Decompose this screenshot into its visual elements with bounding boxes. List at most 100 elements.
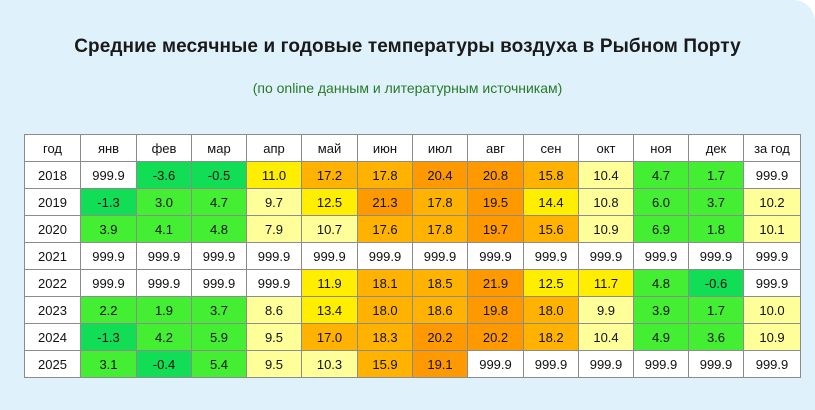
temperature-cell: 8.6 <box>246 296 302 324</box>
temperature-cell: 999.9 <box>246 242 302 270</box>
table-row: 2023 2.2 1.9 3.7 8.6 13.4 18.0 18.6 19.8 18.0 9.9 3… <box>24 296 801 324</box>
temperature-cell: 7.9 <box>246 215 302 243</box>
table-row: 2022 999.9 999.9 999.9 999.9 11.9 18.1 18.5 21.9… <box>24 269 801 297</box>
temperature-cell: 999.9 <box>688 350 744 378</box>
annual-temperature-cell: 10.2 <box>743 188 801 216</box>
temperature-cell: 10.7 <box>301 215 358 243</box>
temperature-cell: 3.6 <box>688 323 744 351</box>
temperature-cell: 999.9 <box>688 242 744 270</box>
temperature-cell: 999.9 <box>136 269 192 297</box>
temperature-cell: 5.9 <box>191 323 247 351</box>
annual-temperature-cell: 999.9 <box>743 350 801 378</box>
temperature-cell: 4.1 <box>136 215 192 243</box>
temperature-cell: 999.9 <box>523 350 579 378</box>
header-cell: фев <box>136 134 192 162</box>
temperature-cell: 19.8 <box>467 296 524 324</box>
temperature-cell: 4.7 <box>633 161 689 189</box>
temperature-cell: 12.5 <box>301 188 358 216</box>
temperature-cell: 4.9 <box>633 323 689 351</box>
temperature-cell: 17.8 <box>412 188 468 216</box>
year-cell: 2024 <box>24 323 81 351</box>
header-cell: дек <box>688 134 744 162</box>
temperature-cell: 999.9 <box>80 161 137 189</box>
temperature-cell: 17.6 <box>357 215 413 243</box>
table-row: 2020 3.9 4.1 4.8 7.9 10.7 17.6 17.8 19.7 15.6 10.9… <box>24 215 801 243</box>
temperature-cell: 1.7 <box>688 161 744 189</box>
temperature-cell: 4.8 <box>633 269 689 297</box>
temperature-cell: 3.9 <box>80 215 137 243</box>
temperature-cell: -1.3 <box>80 188 137 216</box>
page-subtitle: (по online данным и литературным источни… <box>252 80 563 96</box>
temperature-cell: 999.9 <box>523 242 579 270</box>
temperature-cell: 1.7 <box>688 296 744 324</box>
temperature-cell: 999.9 <box>136 242 192 270</box>
temperature-cell: 15.6 <box>523 215 579 243</box>
temperature-cell: 2.2 <box>80 296 137 324</box>
temperature-cell: 999.9 <box>578 242 634 270</box>
temperature-cell: 20.2 <box>412 323 468 351</box>
temperature-cell: 18.5 <box>412 269 468 297</box>
annual-temperature-cell: 999.9 <box>743 269 801 297</box>
header-cell: янв <box>80 134 137 162</box>
temperature-cell: 10.9 <box>578 215 634 243</box>
temperature-cell: 18.3 <box>357 323 413 351</box>
temperature-cell: 1.8 <box>688 215 744 243</box>
table-row: 2025 3.1 -0.4 5.4 9.5 10.3 15.9 19.1 999.9 999.9 9… <box>24 350 801 378</box>
temperature-cell: 9.7 <box>246 188 302 216</box>
temperature-cell: 3.1 <box>80 350 137 378</box>
year-cell: 2025 <box>24 350 81 378</box>
temperature-cell: 999.9 <box>191 242 247 270</box>
temperature-cell: 10.4 <box>578 323 634 351</box>
temperature-cell: 17.2 <box>301 161 358 189</box>
temperature-cell: 9.5 <box>246 323 302 351</box>
temperature-cell: 10.3 <box>301 350 358 378</box>
temperature-cell: 999.9 <box>467 242 524 270</box>
temperature-cell: 999.9 <box>357 242 413 270</box>
temperature-cell: 6.9 <box>633 215 689 243</box>
temperature-cell: 19.7 <box>467 215 524 243</box>
temperature-cell: 15.9 <box>357 350 413 378</box>
temperature-cell: 3.7 <box>191 296 247 324</box>
temperature-cell: -1.3 <box>80 323 137 351</box>
temperature-cell: 9.5 <box>246 350 302 378</box>
year-cell: 2019 <box>24 188 81 216</box>
temperature-cell: 13.4 <box>301 296 358 324</box>
temperature-cell: 17.8 <box>412 215 468 243</box>
annual-temperature-cell: 10.9 <box>743 323 801 351</box>
temperature-cell: 999.9 <box>301 242 358 270</box>
temperature-cell: 14.4 <box>523 188 579 216</box>
temperature-cell: 20.8 <box>467 161 524 189</box>
header-cell: май <box>301 134 358 162</box>
temperature-cell: 15.8 <box>523 161 579 189</box>
temperature-cell: 21.9 <box>467 269 524 297</box>
temperature-cell: -0.4 <box>136 350 192 378</box>
temperature-cell: -0.6 <box>688 269 744 297</box>
page-title: Средние месячные и годовые температуры в… <box>74 36 741 57</box>
temperature-cell: 19.1 <box>412 350 468 378</box>
table-header-row: год янв фев мар апр май июн июл авг сен … <box>24 134 801 162</box>
temperature-cell: 10.4 <box>578 161 634 189</box>
header-cell: апр <box>246 134 302 162</box>
annual-temperature-cell: 999.9 <box>743 161 801 189</box>
temperature-cell: 4.2 <box>136 323 192 351</box>
temperature-cell: 1.9 <box>136 296 192 324</box>
temperature-cell: 999.9 <box>412 242 468 270</box>
temperature-cell: 999.9 <box>633 350 689 378</box>
temperature-cell: 6.0 <box>633 188 689 216</box>
temperature-cell: 5.4 <box>191 350 247 378</box>
header-cell: за год <box>743 134 801 162</box>
header-cell: июн <box>357 134 413 162</box>
table-row: 2024 -1.3 4.2 5.9 9.5 17.0 18.3 20.2 20.2 18.2 10.… <box>24 323 801 351</box>
temperature-cell: 18.0 <box>357 296 413 324</box>
temperature-table: год янв фев мар апр май июн июл авг сен … <box>24 134 801 378</box>
table-row: 2019 -1.3 3.0 4.7 9.7 12.5 21.3 17.8 19.5 14.4 10.… <box>24 188 801 216</box>
table-row: 2021 999.9 999.9 999.9 999.9 999.9 999.9 999.9 9… <box>24 242 801 270</box>
temperature-cell: 999.9 <box>80 242 137 270</box>
temperature-cell: 999.9 <box>578 350 634 378</box>
annual-temperature-cell: 999.9 <box>743 242 801 270</box>
temperature-cell: 4.7 <box>191 188 247 216</box>
year-cell: 2018 <box>24 161 81 189</box>
temperature-cell: 999.9 <box>467 350 524 378</box>
table-row: 2018 999.9 -3.6 -0.5 11.0 17.2 17.8 20.4 20.8 15.… <box>24 161 801 189</box>
temperature-cell: 18.0 <box>523 296 579 324</box>
